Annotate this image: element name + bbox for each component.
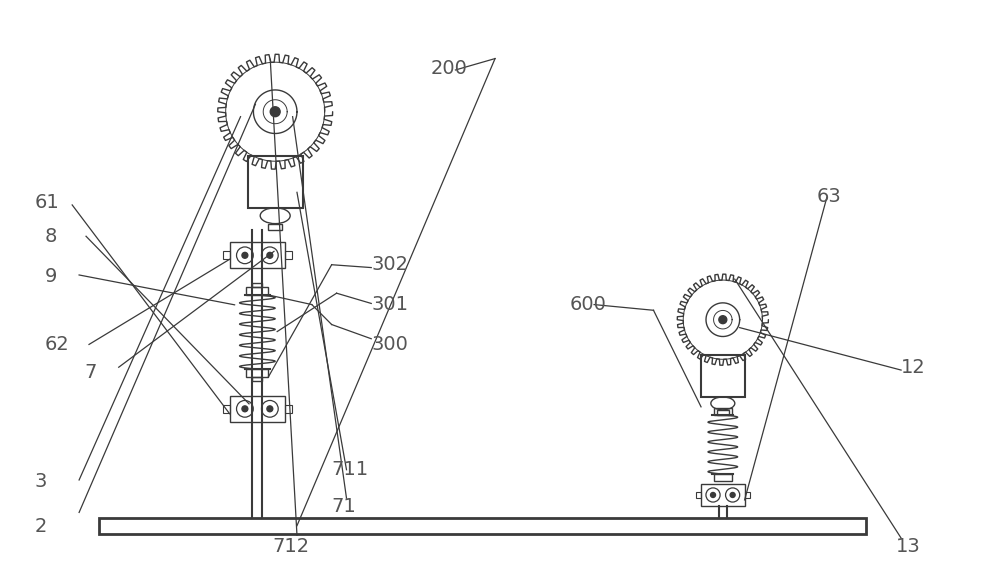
Bar [223,251,230,259]
Bar [252,283,262,287]
Bar [717,410,729,415]
Bar [248,156,303,208]
Bar [701,355,745,397]
Text: 62: 62 [44,335,69,354]
Circle shape [267,406,273,412]
Text: 600: 600 [569,295,606,314]
Bar [246,287,268,295]
Circle shape [242,252,248,258]
Text: 200: 200 [431,59,468,78]
Bar [268,224,282,229]
Text: 13: 13 [896,537,921,556]
Text: 3: 3 [35,472,47,490]
Circle shape [711,493,716,497]
Bar [285,405,292,413]
Circle shape [730,493,735,497]
Text: 301: 301 [371,295,408,314]
Bar [246,369,268,377]
Bar [701,484,745,506]
Circle shape [242,406,248,412]
Bar [745,492,750,499]
Bar [714,408,732,415]
Bar [696,492,701,499]
Bar [714,474,732,481]
Text: 711: 711 [332,460,369,479]
Text: 12: 12 [901,358,926,377]
Text: 302: 302 [371,255,408,274]
Circle shape [270,107,280,117]
Text: 2: 2 [35,517,47,536]
Bar [230,396,285,421]
Bar [252,377,262,381]
Circle shape [719,316,727,324]
Text: 7: 7 [84,363,96,382]
Bar [230,243,285,268]
Text: 9: 9 [44,267,57,286]
Bar [99,518,866,534]
Circle shape [267,252,273,258]
Text: 8: 8 [44,227,57,246]
Bar [223,405,230,413]
Text: 63: 63 [817,187,842,206]
Text: 71: 71 [332,497,356,516]
Text: 712: 712 [272,537,309,556]
Bar [285,251,292,259]
Text: 61: 61 [35,193,59,212]
Text: 300: 300 [371,335,408,354]
